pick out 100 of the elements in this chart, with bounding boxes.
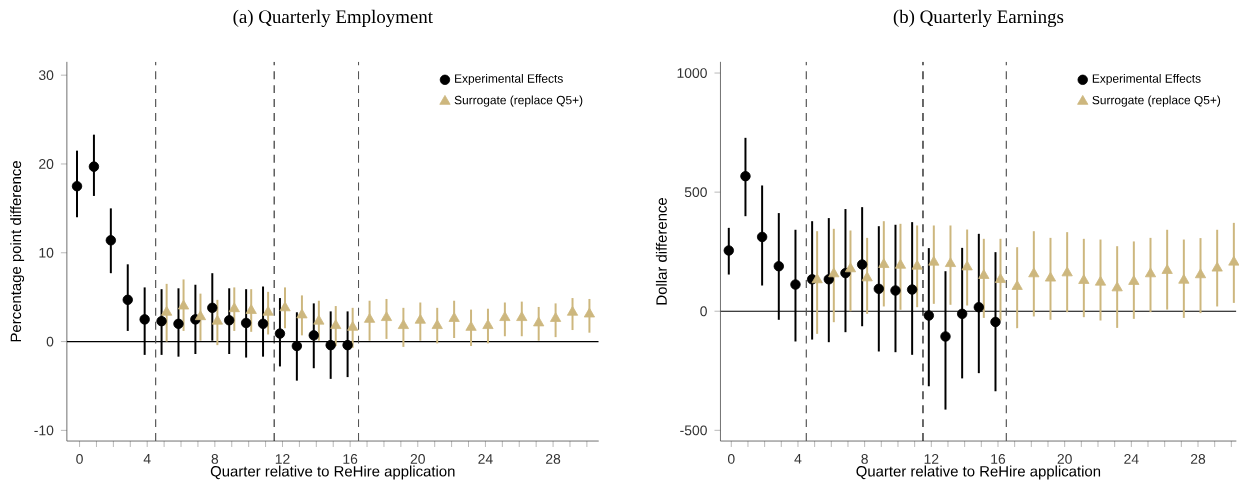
x-tick-label: 20 [410, 453, 425, 464]
point [1211, 261, 1223, 272]
point [1028, 267, 1040, 278]
point [911, 259, 923, 270]
point [773, 260, 784, 272]
point [878, 258, 890, 268]
x-tick-label: 12 [924, 453, 939, 464]
point [923, 310, 934, 321]
point [330, 319, 342, 329]
point [397, 319, 409, 329]
point [431, 319, 443, 329]
point [257, 318, 269, 329]
point [790, 279, 801, 290]
point [583, 307, 595, 318]
y-tick-label: 30 [38, 70, 54, 81]
point [296, 308, 308, 319]
x-tick-label: 20 [1057, 453, 1072, 464]
point [122, 294, 133, 305]
chart-title: (b) Quarterly Earnings [893, 9, 1064, 27]
point [890, 285, 901, 296]
x-tick-label: 24 [478, 453, 493, 464]
x-tick-label: 12 [275, 453, 290, 464]
point [156, 315, 167, 327]
legend-label: Surrogate (replace Q5+) [1092, 95, 1221, 107]
legend-label: Surrogate (replace Q5+) [454, 95, 583, 107]
point [978, 269, 990, 279]
point [856, 259, 868, 270]
point [550, 312, 562, 322]
chart-title: (a) Quarterly Employment [233, 9, 433, 27]
y-tick-label: 0 [700, 306, 707, 317]
point [990, 316, 1001, 328]
point [380, 311, 393, 321]
point [245, 304, 257, 314]
point [844, 262, 857, 273]
point [207, 302, 218, 313]
point [1178, 273, 1190, 284]
point [224, 315, 235, 326]
y-tick-label: 0 [46, 336, 54, 347]
point [139, 314, 150, 325]
point [177, 299, 190, 310]
point [262, 305, 274, 316]
x-axis-title: Quarter relative to ReHire application [210, 465, 455, 480]
x-tick-label: 28 [546, 453, 561, 464]
point [1094, 275, 1107, 286]
x-tick-label: 4 [794, 453, 802, 464]
point [105, 235, 117, 246]
y-tick-label: 500 [684, 187, 707, 197]
x-tick-label: 4 [143, 453, 151, 464]
point [1078, 274, 1090, 284]
point [1161, 264, 1173, 274]
y-tick-label: 1000 [677, 68, 707, 78]
point [88, 161, 100, 172]
point [861, 271, 873, 282]
y-tick-label: 20 [39, 159, 54, 169]
x-tick-label: 8 [861, 453, 868, 464]
point [1044, 271, 1057, 282]
point [194, 310, 207, 321]
point [516, 311, 528, 321]
x-tick-label: 16 [991, 453, 1006, 464]
point [161, 305, 173, 316]
x-tick-label: 16 [343, 453, 358, 464]
point [342, 339, 353, 351]
x-tick-label: 0 [76, 453, 83, 464]
point [71, 180, 83, 192]
point [308, 330, 319, 341]
point [211, 314, 223, 325]
point [274, 328, 286, 339]
point [499, 311, 511, 321]
y-axis-title: Percentage point difference [10, 161, 25, 342]
x-tick-label: 28 [1190, 453, 1206, 464]
point [448, 312, 460, 322]
x-tick-label: 24 [1124, 453, 1139, 464]
point [961, 260, 973, 271]
point [973, 301, 984, 313]
point [173, 318, 184, 329]
x-tick-label: 0 [727, 453, 735, 464]
legend-label: Experimental Effects [1092, 73, 1201, 86]
point [811, 273, 823, 284]
point [1144, 267, 1157, 278]
point [928, 255, 940, 266]
y-tick-label: -500 [680, 425, 707, 436]
legend-label: Experimental Effects [455, 73, 563, 86]
point [414, 313, 426, 324]
point [1061, 266, 1073, 277]
point [240, 317, 252, 329]
point [1111, 281, 1123, 292]
point [944, 257, 957, 267]
point [906, 284, 918, 295]
point [482, 319, 494, 329]
point [873, 283, 884, 294]
x-axis-title: Quarter relative to ReHire application [856, 465, 1101, 480]
point [723, 245, 734, 256]
point [1011, 280, 1023, 290]
point [828, 267, 840, 278]
y-tick-label: 10 [39, 247, 54, 258]
point [994, 273, 1007, 283]
y-tick-label: -10 [34, 425, 54, 436]
point [325, 339, 336, 351]
x-tick-label: 8 [211, 453, 219, 464]
point [533, 316, 545, 327]
